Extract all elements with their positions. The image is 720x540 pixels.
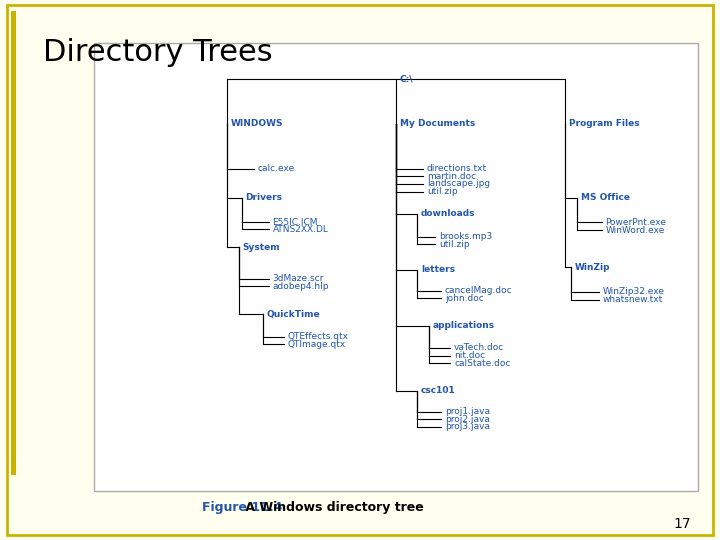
Text: Drivers: Drivers — [246, 193, 282, 202]
FancyBboxPatch shape — [11, 11, 16, 475]
Text: calState.doc: calState.doc — [454, 359, 510, 368]
Text: brooks.mp3: brooks.mp3 — [439, 232, 492, 241]
Text: 3dMaze.scr: 3dMaze.scr — [273, 274, 324, 283]
Text: john.doc: john.doc — [445, 294, 484, 303]
Text: directions.txt: directions.txt — [427, 164, 487, 173]
Text: My Documents: My Documents — [400, 119, 475, 129]
Text: Figure 11.4: Figure 11.4 — [202, 501, 282, 514]
Text: calc.exe: calc.exe — [258, 164, 294, 173]
Text: applications: applications — [433, 321, 495, 330]
Text: ATNS2XX.DL: ATNS2XX.DL — [273, 225, 328, 234]
Text: System: System — [243, 242, 280, 252]
Text: WinZip: WinZip — [575, 263, 611, 272]
Text: WINDOWS: WINDOWS — [230, 119, 283, 129]
Text: Program Files: Program Files — [569, 119, 639, 129]
Text: proj3.java: proj3.java — [445, 422, 490, 431]
Text: vaTech.doc: vaTech.doc — [454, 343, 504, 353]
Text: cancelMag.doc: cancelMag.doc — [445, 286, 513, 295]
Text: C:\: C:\ — [400, 75, 413, 84]
Text: util.zip: util.zip — [439, 240, 469, 249]
Text: QuickTime: QuickTime — [266, 310, 320, 319]
Text: proj1.java: proj1.java — [445, 407, 490, 416]
Text: A Windows directory tree: A Windows directory tree — [241, 501, 424, 514]
Text: whatsnew.txt: whatsnew.txt — [602, 295, 662, 304]
Text: csc101: csc101 — [420, 386, 456, 395]
Text: martin.doc: martin.doc — [427, 172, 476, 181]
Text: MS Office: MS Office — [581, 193, 630, 202]
Text: nit.doc: nit.doc — [454, 351, 485, 360]
Text: letters: letters — [420, 265, 455, 274]
Text: adobep4.hlp: adobep4.hlp — [273, 282, 329, 291]
Text: QTEffects.qtx: QTEffects.qtx — [288, 332, 348, 341]
FancyBboxPatch shape — [7, 5, 713, 535]
Text: 17: 17 — [674, 517, 691, 531]
Text: proj2.java: proj2.java — [445, 415, 490, 424]
Text: E55IC.ICM: E55IC.ICM — [273, 218, 318, 227]
Text: WinZip32.exe: WinZip32.exe — [602, 287, 665, 296]
Text: QTImage.qtx: QTImage.qtx — [288, 340, 346, 349]
Text: downloads: downloads — [420, 209, 475, 218]
Text: landscape.jpg: landscape.jpg — [427, 179, 490, 188]
Text: WinWord.exe: WinWord.exe — [606, 226, 665, 234]
Text: PowerPnt.exe: PowerPnt.exe — [606, 218, 666, 227]
FancyBboxPatch shape — [94, 43, 698, 491]
Text: util.zip: util.zip — [427, 187, 457, 196]
Text: Directory Trees: Directory Trees — [43, 38, 273, 67]
